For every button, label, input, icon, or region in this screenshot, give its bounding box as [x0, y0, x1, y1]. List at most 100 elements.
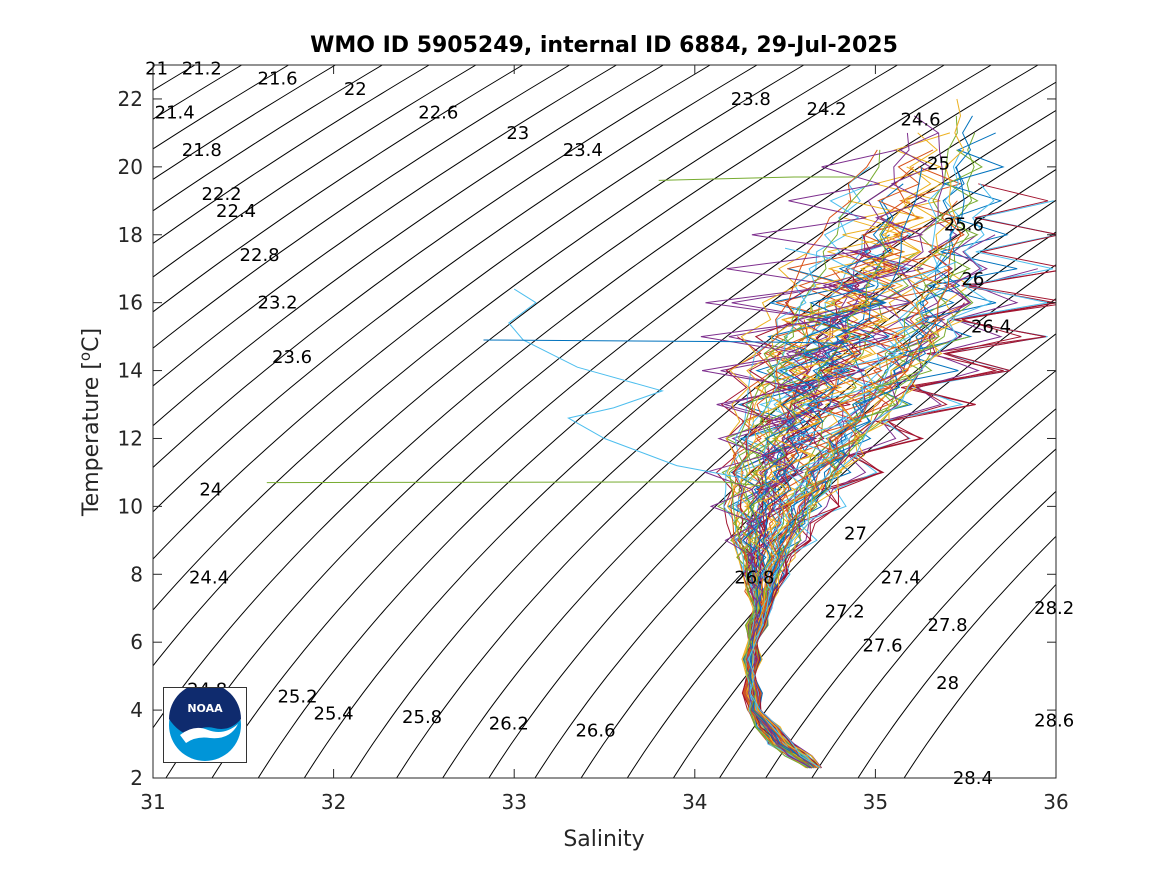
- isopycnal-line: [153, 65, 712, 469]
- isopycnal-line: [349, 138, 1056, 778]
- noaa-logo-wave: [180, 724, 238, 743]
- contour-label: 24.2: [807, 99, 847, 120]
- plot-frame: [152, 64, 1057, 779]
- contour-label: 28.6: [1034, 710, 1074, 731]
- profile-line: [735, 183, 873, 769]
- contour-label: 26.8: [734, 568, 774, 589]
- plot-area: [153, 65, 1056, 778]
- isopycnal-line: [153, 65, 477, 278]
- contour-label: 22.4: [216, 201, 256, 222]
- profile-line: [728, 336, 809, 769]
- profile-line: [749, 166, 923, 769]
- outlier-profile-line: [508, 288, 750, 480]
- isopycnal-line: [153, 65, 852, 611]
- isopycnal-line: [153, 65, 665, 427]
- x-tick-label: 36: [1043, 790, 1068, 814]
- contour-label: 23.2: [258, 293, 298, 314]
- isopycnal-line: [626, 333, 1056, 778]
- contour-label: 27.8: [928, 615, 968, 636]
- contour-label: 23.4: [563, 140, 603, 161]
- contour-label: 26.4: [971, 316, 1011, 337]
- isopycnal-line: [153, 65, 524, 313]
- isopycnal-line: [153, 65, 946, 729]
- y-tick-label: 18: [118, 223, 143, 247]
- isopycnal-line: [718, 408, 1056, 778]
- y-tick-label: 14: [118, 359, 143, 383]
- isopycnal-line: [153, 65, 337, 180]
- y-tick-label: 22: [118, 87, 143, 111]
- contour-label: 24.6: [900, 109, 940, 130]
- contour-label: 26.6: [575, 721, 615, 742]
- noaa-logo: NOAA: [163, 683, 247, 763]
- isopycnal-line: [153, 65, 805, 560]
- y-tick-label: 12: [118, 426, 143, 450]
- isopycnal-line: [153, 65, 758, 513]
- contour-label: 26: [961, 269, 984, 290]
- contour-label: 27: [844, 524, 867, 545]
- contour-label: 24.4: [189, 568, 229, 589]
- profile-line: [751, 336, 898, 769]
- x-tick-label: 35: [863, 790, 888, 814]
- y-tick-label: 16: [118, 291, 143, 315]
- profile-line: [753, 183, 1056, 769]
- y-axis-label-unit: C]: [79, 328, 104, 352]
- isopycnal-line: [903, 583, 1056, 778]
- contour-label: 22: [344, 79, 367, 100]
- isopycnal-line: [153, 65, 899, 667]
- profile-line: [700, 149, 898, 769]
- x-axis-label: Salinity: [563, 827, 644, 852]
- profile-line: [732, 149, 881, 769]
- isopycnal-line: [257, 81, 1056, 778]
- contour-label: 25.2: [277, 687, 317, 708]
- contour-label: 28: [936, 673, 959, 694]
- profile-line: [751, 217, 962, 769]
- contour-label: 21.6: [258, 69, 298, 90]
- float-profiles: [266, 98, 1056, 769]
- contour-label: 27.2: [825, 602, 865, 623]
- contour-label: 25: [927, 154, 950, 175]
- isopycnal-line: [765, 448, 1056, 778]
- outlier-profile-line: [266, 481, 764, 487]
- contour-label: 28.2: [1034, 598, 1074, 619]
- profile-line: [732, 285, 814, 769]
- profile-line: [715, 336, 808, 769]
- contour-label: 23: [506, 123, 529, 144]
- noaa-logo-text: NOAA: [187, 702, 223, 715]
- isopycnal-line: [153, 65, 571, 349]
- outlier-profile-line: [483, 339, 849, 344]
- isopycnal-line: [153, 65, 384, 212]
- contour-label: 21.2: [182, 58, 222, 79]
- y-axis-label: Temperature [oC]: [76, 328, 104, 517]
- contour-label: 23.6: [272, 347, 312, 368]
- y-tick-label: 2: [130, 766, 143, 790]
- isopycnal-line: [396, 168, 1056, 778]
- contour-label: 22.2: [202, 184, 242, 205]
- x-tick-label: 32: [321, 790, 346, 814]
- contour-label: 27.6: [863, 636, 903, 657]
- y-tick-label: 4: [130, 698, 143, 722]
- contour-label: 25.4: [314, 704, 354, 725]
- isopycnal-line: [580, 298, 1056, 778]
- x-tick-label: 31: [140, 790, 165, 814]
- y-tick-label: 20: [118, 155, 143, 179]
- contour-label: 24: [199, 479, 222, 500]
- y-tick-label: 8: [130, 562, 143, 586]
- contour-label: 23.8: [731, 89, 771, 110]
- y-axis-label-text: Temperature [: [79, 361, 104, 517]
- contour-label: 26.2: [489, 714, 529, 735]
- contour-label: 27.4: [881, 568, 921, 589]
- contour-label: 25.6: [944, 215, 984, 236]
- x-tick-label: 34: [682, 790, 707, 814]
- contour-labels: 21 21.2 21.6 22 21.4 22.6 23 23.8 24.2 24.6 21.8 23…: [145, 58, 1074, 789]
- isopycnal-line: [811, 490, 1056, 778]
- contour-label: 21.8: [182, 140, 222, 161]
- y-tick-label: 10: [118, 494, 143, 518]
- outlier-profile-line: [658, 176, 858, 181]
- y-axis-label-degree: o: [76, 352, 94, 361]
- profile-line: [751, 98, 965, 769]
- isopycnal-line: [442, 199, 1056, 778]
- contour-label: 21.4: [155, 103, 195, 124]
- isopycnal-line: [153, 65, 431, 244]
- x-axis-ticks: 31 32 33 34 35 36: [140, 65, 1069, 814]
- isopycnal-line: [211, 65, 1039, 778]
